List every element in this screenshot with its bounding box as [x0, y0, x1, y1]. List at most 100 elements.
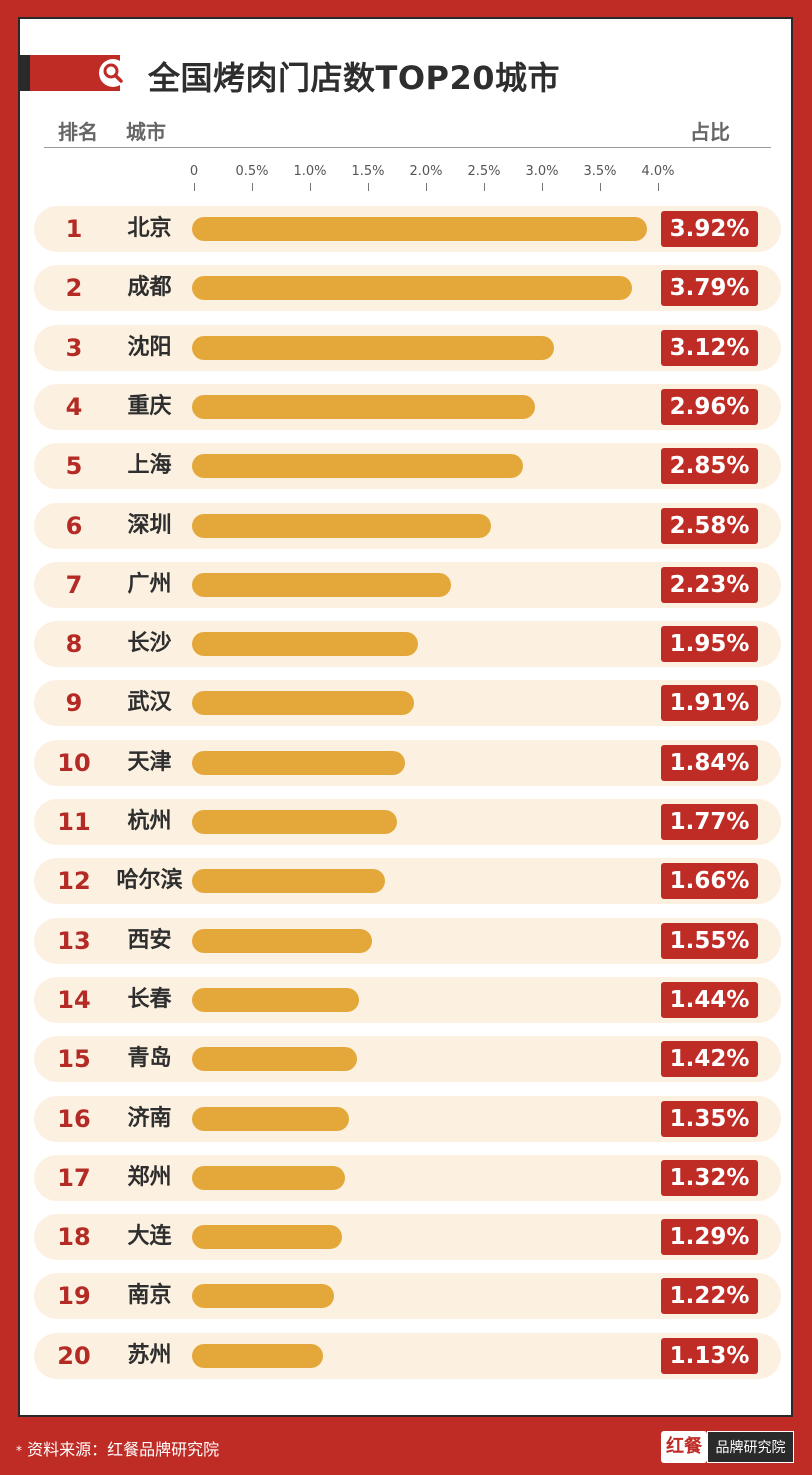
bar-row: 6 深圳 2.58%	[34, 502, 781, 549]
rank-number: 10	[57, 748, 91, 777]
city-label: 成都	[127, 275, 172, 301]
x-tick-label: 2.0%	[409, 164, 443, 179]
value-badge: 1.13%	[661, 1337, 758, 1374]
rank-number: 6	[65, 511, 83, 540]
bar-row: 1 北京 3.92%	[34, 206, 781, 252]
city-label: 武汉	[127, 690, 172, 716]
x-tick-label: 1.0%	[293, 164, 327, 179]
bar	[192, 1165, 346, 1190]
value-badge: 2.23%	[661, 566, 758, 603]
bar-row: 2 成都 3.79%	[34, 265, 781, 312]
city-label: 郑州	[127, 1164, 172, 1190]
city-label: 哈尔滨	[116, 868, 183, 894]
rank-number: 8	[65, 630, 83, 659]
rank-number: 18	[57, 1223, 91, 1252]
rank-number: 14	[57, 985, 91, 1014]
value-badge: 1.55%	[661, 922, 758, 959]
city-label: 西安	[127, 927, 172, 953]
rank-number: 9	[65, 689, 83, 718]
x-tick-mark	[600, 183, 601, 191]
value-badge: 1.95%	[661, 626, 758, 663]
value-badge: 1.22%	[661, 1278, 758, 1315]
rank-number: 3	[65, 333, 83, 362]
value-badge: 1.66%	[661, 863, 758, 900]
bar	[192, 572, 451, 597]
chart-panel: 全国烤肉门店数TOP20城市 排名 城市 占比 0 0.5% 1.0% 1.5% 2.0…	[18, 17, 793, 1417]
source-note: * 资料来源：红餐品牌研究院	[16, 1436, 219, 1460]
bar-row: 20 苏州 1.13%	[34, 1332, 781, 1379]
bar-row: 17 郑州 1.32%	[34, 1154, 781, 1201]
rank-number: 12	[57, 867, 91, 896]
city-label: 深圳	[127, 512, 172, 538]
source-text: 资料来源：红餐品牌研究院	[27, 1440, 220, 1459]
x-tick-label: 4.0%	[641, 164, 675, 179]
city-label: 天津	[127, 749, 172, 775]
bar	[192, 1284, 334, 1309]
x-tick-label: 3.5%	[583, 164, 617, 179]
bar-row: 8 长沙 1.95%	[34, 621, 781, 668]
rank-number: 7	[65, 570, 83, 599]
bar-row: 11 杭州 1.77%	[34, 799, 781, 845]
city-label: 北京	[127, 216, 172, 241]
rank-number: 5	[65, 452, 83, 481]
bar	[192, 1047, 357, 1072]
rank-number: 17	[57, 1163, 91, 1192]
x-tick-label: 2.5%	[467, 164, 501, 179]
value-badge: 3.92%	[661, 211, 758, 247]
bar	[192, 750, 406, 775]
header-divider	[44, 147, 771, 148]
value-badge: 3.79%	[661, 270, 758, 307]
x-tick-label: 1.5%	[351, 164, 385, 179]
brand-logo-mark: 红餐	[661, 1431, 707, 1463]
rank-number: 20	[57, 1341, 91, 1370]
bar	[192, 454, 523, 479]
brand-logo: 红餐 品牌研究院	[661, 1431, 794, 1463]
footnote-star: *	[16, 1443, 22, 1458]
bar	[192, 632, 419, 657]
x-tick-mark	[310, 183, 311, 191]
bar-row: 3 沈阳 3.12%	[34, 324, 781, 371]
city-label: 长沙	[127, 631, 172, 657]
x-tick-label: 0.5%	[235, 164, 269, 179]
bar-row: 9 武汉 1.91%	[34, 680, 781, 727]
brand-logo-name: 品牌研究院	[707, 1431, 794, 1463]
x-tick-mark	[252, 183, 253, 191]
bar	[192, 869, 385, 894]
rank-column-header: 排名	[58, 120, 98, 144]
bar-row: 4 重庆 2.96%	[34, 383, 781, 430]
value-badge: 3.12%	[661, 329, 758, 366]
city-label: 济南	[127, 1105, 172, 1131]
rank-number: 4	[65, 392, 83, 421]
bar-row: 5 上海 2.85%	[34, 443, 781, 490]
bar	[192, 1106, 349, 1131]
bar	[192, 1343, 324, 1368]
x-tick-mark	[194, 183, 195, 191]
bar-row: 7 广州 2.23%	[34, 561, 781, 608]
bar-row: 14 长春 1.44%	[34, 976, 781, 1023]
city-label: 沈阳	[127, 334, 172, 360]
city-label: 大连	[127, 1224, 172, 1250]
x-tick-mark	[484, 183, 485, 191]
value-badge: 1.77%	[661, 804, 758, 840]
city-label: 重庆	[127, 393, 172, 419]
value-badge: 2.96%	[661, 388, 758, 425]
value-badge: 2.58%	[661, 507, 758, 544]
bar	[192, 691, 414, 716]
rank-number: 13	[57, 926, 91, 955]
bar-row: 18 大连 1.29%	[34, 1214, 781, 1261]
bar-row: 13 西安 1.55%	[34, 917, 781, 964]
bar	[192, 1225, 342, 1250]
value-badge: 1.32%	[661, 1159, 758, 1196]
bar-row: 15 青岛 1.42%	[34, 1036, 781, 1083]
bar	[192, 335, 554, 360]
value-badge: 1.91%	[661, 685, 758, 722]
rank-number: 19	[57, 1282, 91, 1311]
bar	[192, 928, 372, 953]
bar	[192, 987, 360, 1012]
rank-number: 16	[57, 1104, 91, 1133]
rank-number: 15	[57, 1045, 91, 1074]
value-badge: 1.35%	[661, 1100, 758, 1137]
x-tick-label: 3.0%	[525, 164, 559, 179]
value-badge: 1.42%	[661, 1041, 758, 1078]
x-tick-mark	[658, 183, 659, 191]
